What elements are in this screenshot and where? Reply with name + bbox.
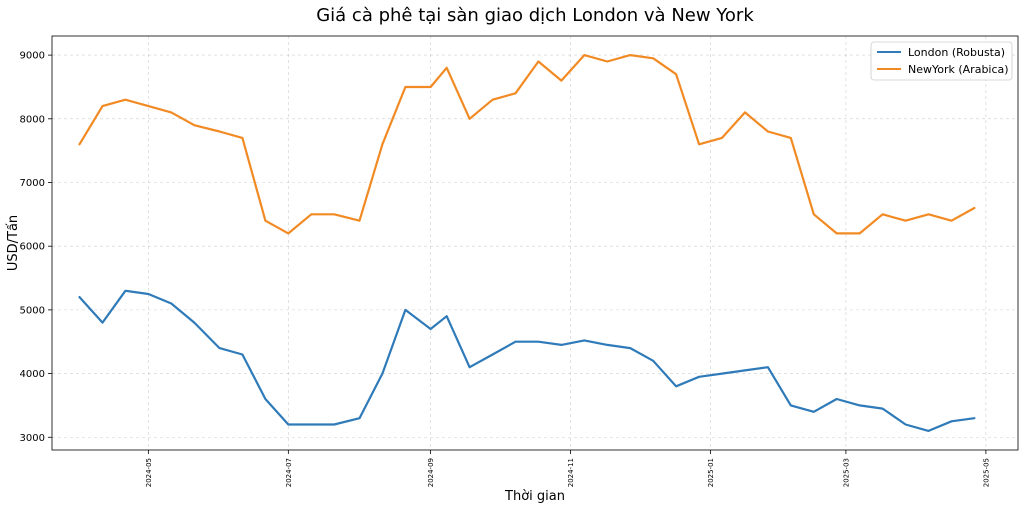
legend-label-london: London (Robusta) — [908, 46, 1005, 59]
chart-title: Giá cà phê tại sàn giao dịch London và N… — [316, 5, 754, 26]
x-axis: 2024-05 2024-07 2024-09 2024-11 2025-01 2025-… — [145, 450, 990, 487]
x-axis-label: Thời gian — [504, 489, 565, 504]
y-tick-label: 6000 — [20, 242, 45, 253]
y-axis-label: USD/Tấn — [6, 215, 21, 271]
grid — [52, 36, 1018, 450]
x-tick-label: 2025-01 — [707, 458, 715, 487]
series-group — [78, 53, 976, 432]
x-tick-label: 2025-05 — [982, 458, 990, 487]
legend-box — [870, 41, 1013, 81]
y-tick-label: 3000 — [20, 433, 45, 444]
x-tick-label: 2024-07 — [285, 458, 293, 487]
y-tick-label: 4000 — [20, 369, 45, 380]
x-tick-label: 2024-05 — [145, 458, 153, 487]
y-axis: 3000 4000 5000 6000 7000 8000 9000 — [20, 51, 52, 444]
x-tick-label: 2024-09 — [427, 458, 435, 487]
y-tick-label: 8000 — [20, 114, 45, 125]
legend-label-newyork: NewYork (Arabica) — [908, 63, 1009, 76]
series-line-newyork — [78, 53, 976, 235]
y-tick-label: 7000 — [20, 178, 45, 189]
legend: London (Robusta) NewYork (Arabica) — [870, 41, 1013, 81]
y-tick-label: 5000 — [20, 305, 45, 316]
x-tick-label: 2025-03 — [842, 458, 850, 487]
y-tick-label: 9000 — [20, 51, 45, 62]
plot-area — [51, 35, 1019, 451]
series-line-london — [78, 289, 976, 432]
x-tick-label: 2024-11 — [567, 458, 575, 487]
